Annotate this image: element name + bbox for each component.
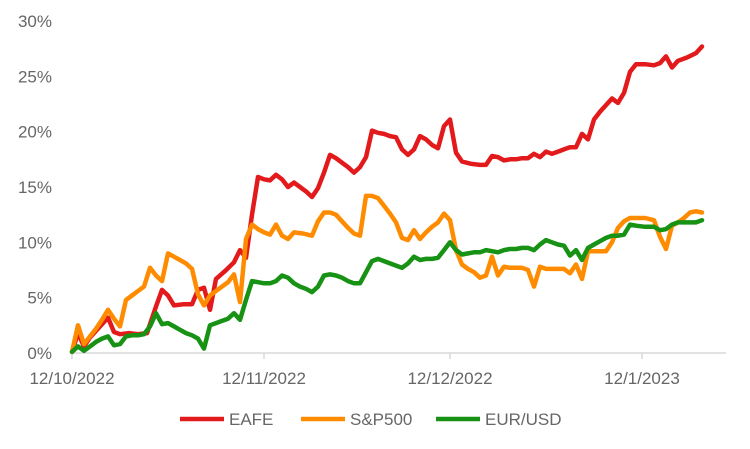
y-tick-label: 0% xyxy=(27,344,52,363)
legend-label-s-p500: S&P500 xyxy=(350,410,412,429)
y-tick-label: 5% xyxy=(27,289,52,308)
x-tick-label: 12/10/2022 xyxy=(29,369,114,388)
y-tick-label: 10% xyxy=(18,233,52,252)
y-tick-label: 15% xyxy=(18,178,52,197)
y-tick-label: 30% xyxy=(18,12,52,31)
y-tick-label: 20% xyxy=(18,123,52,142)
series-lines xyxy=(69,44,705,355)
x-tick-label: 12/12/2022 xyxy=(407,369,492,388)
y-tick-label: 25% xyxy=(18,67,52,86)
x-axis-tick-marks xyxy=(71,353,643,359)
x-axis-tick-labels: 12/10/2022 12/11/2022 12/12/2022 12/1/2023 xyxy=(29,369,679,388)
legend: EAFE S&P500 EUR/USD xyxy=(180,410,562,429)
series-line-eur-usd xyxy=(69,217,705,355)
series-line-eafe xyxy=(69,44,705,355)
legend-label-eafe: EAFE xyxy=(229,410,273,429)
series-line-s-p500 xyxy=(69,193,705,355)
x-tick-label: 12/1/2023 xyxy=(604,369,680,388)
legend-label-eur-usd: EUR/USD xyxy=(485,410,562,429)
y-axis-tick-labels: 0% 5% 10% 15% 20% 25% 30% xyxy=(18,12,52,363)
x-tick-label: 12/11/2022 xyxy=(222,369,306,388)
